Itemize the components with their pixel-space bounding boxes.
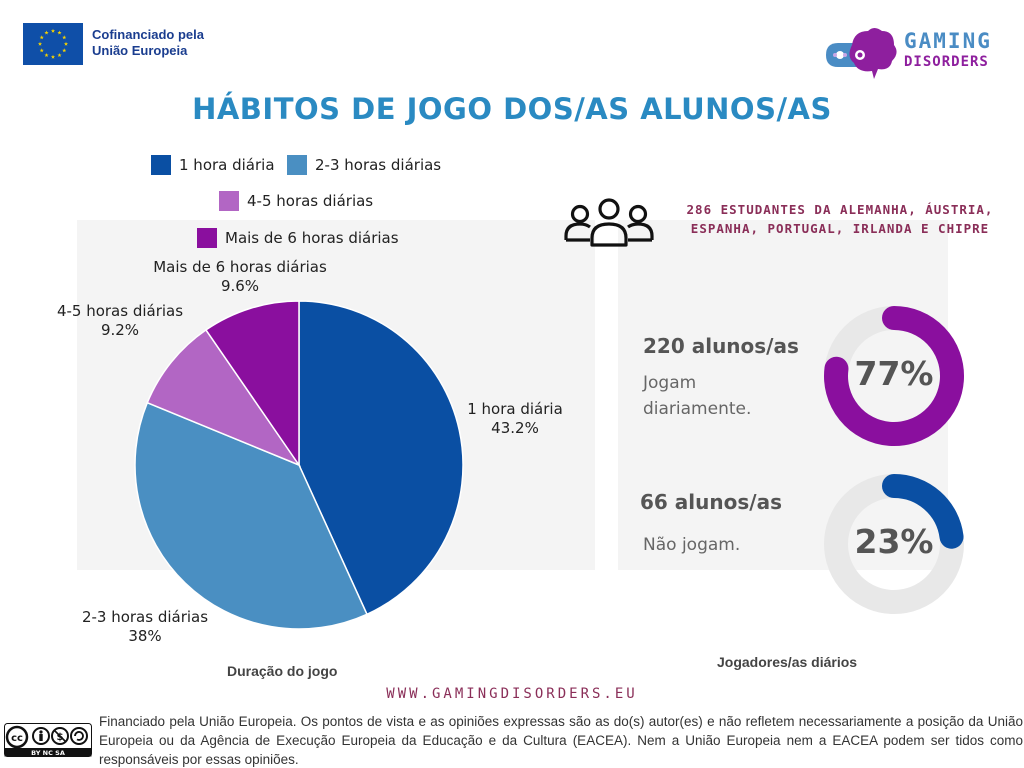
legend-swatch-mais-6-horas <box>197 228 217 248</box>
svg-text:$: $ <box>57 732 64 743</box>
not-playing-description: Não jogam. <box>643 535 741 555</box>
pie-label-mais-6-horas: Mais de 6 horas diárias 9.6% <box>140 258 340 296</box>
legend-swatch-2-3-horas <box>287 155 307 175</box>
creative-commons-license-icon: cc $ BY NC SA <box>4 723 92 757</box>
license-text: BY NC SA <box>31 749 65 757</box>
pie-label-1-hora: 1 hora diária 43.2% <box>440 400 590 438</box>
gaming-disorders-logo-text: GAMING DISORDERS <box>904 30 992 71</box>
legend-item-4-5-horas: 4-5 horas diárias <box>219 191 373 211</box>
pie-label-1-hora-name: 1 hora diária <box>467 400 563 418</box>
not-playing-percent-label: 23% <box>854 522 934 561</box>
legend-item-2-3-horas: 2-3 horas diárias <box>287 155 441 175</box>
daily-count: 220 alunos/as <box>643 334 799 358</box>
pie-chart-caption: Duração do jogo <box>227 663 338 679</box>
students-note: 286 ESTUDANTES DA ALEMANHA, ÁUSTRIA, ESP… <box>686 202 994 236</box>
daily-percent-label: 77% <box>854 354 934 393</box>
daily-description-line-2: diariamente. <box>643 399 752 419</box>
eu-cofunding-text: Cofinanciado pela União Europeia <box>92 27 204 59</box>
legend-item-1-hora: 1 hora diária <box>151 155 275 175</box>
svg-text:cc: cc <box>11 733 23 744</box>
legend-swatch-1-hora <box>151 155 171 175</box>
not-playing-count: 66 alunos/as <box>640 490 782 514</box>
legend-label-1-hora: 1 hora diária <box>179 156 275 174</box>
legend-label-2-3-horas: 2-3 horas diárias <box>315 156 442 174</box>
eu-line-1: Cofinanciado pela <box>92 27 204 42</box>
pie-label-2-3-horas-value: 38% <box>128 627 162 645</box>
logo-line-2: DISORDERS <box>904 54 989 70</box>
eu-flag-logo <box>23 23 83 65</box>
website-link[interactable]: WWW.GAMINGDISORDERS.EU <box>386 686 638 702</box>
eu-line-2: União Europeia <box>92 43 188 58</box>
gaming-disorders-logo-icon <box>826 28 897 79</box>
legend-item-mais-6-horas: Mais de 6 horas diárias <box>197 228 399 248</box>
pie-label-1-hora-value: 43.2% <box>491 419 539 437</box>
daily-description-line-1: Jogam <box>643 373 697 393</box>
page-title: HÁBITOS DE JOGO DOS/AS ALUNOS/AS <box>192 92 832 126</box>
pie-label-2-3-horas-name: 2-3 horas diárias <box>81 608 209 626</box>
daily-description: Jogam diariamente. <box>643 370 751 422</box>
pie-label-4-5-horas: 4-5 horas diárias 9.2% <box>40 302 200 340</box>
pie-label-4-5-horas-value: 9.2% <box>100 321 140 339</box>
people-group-icon <box>564 198 654 247</box>
pie-label-2-3-horas: 2-3 horas diárias 38% <box>60 608 230 646</box>
legend-label-mais-6-horas: Mais de 6 horas diárias <box>225 229 399 247</box>
pie-label-mais-6-horas-name: Mais de 6 horas diárias <box>153 258 327 276</box>
legend-swatch-4-5-horas <box>219 191 239 211</box>
legend-label-4-5-horas: 4-5 horas diárias <box>247 192 374 210</box>
logo-line-1: GAMING <box>904 29 992 53</box>
ring-chart-caption: Jogadores/as diários <box>717 654 858 670</box>
pie-label-4-5-horas-name: 4-5 horas diárias <box>56 302 184 320</box>
pie-label-mais-6-horas-value: 9.6% <box>220 277 260 295</box>
funding-disclaimer: Financiado pela União Europeia. Os ponto… <box>99 714 1023 767</box>
